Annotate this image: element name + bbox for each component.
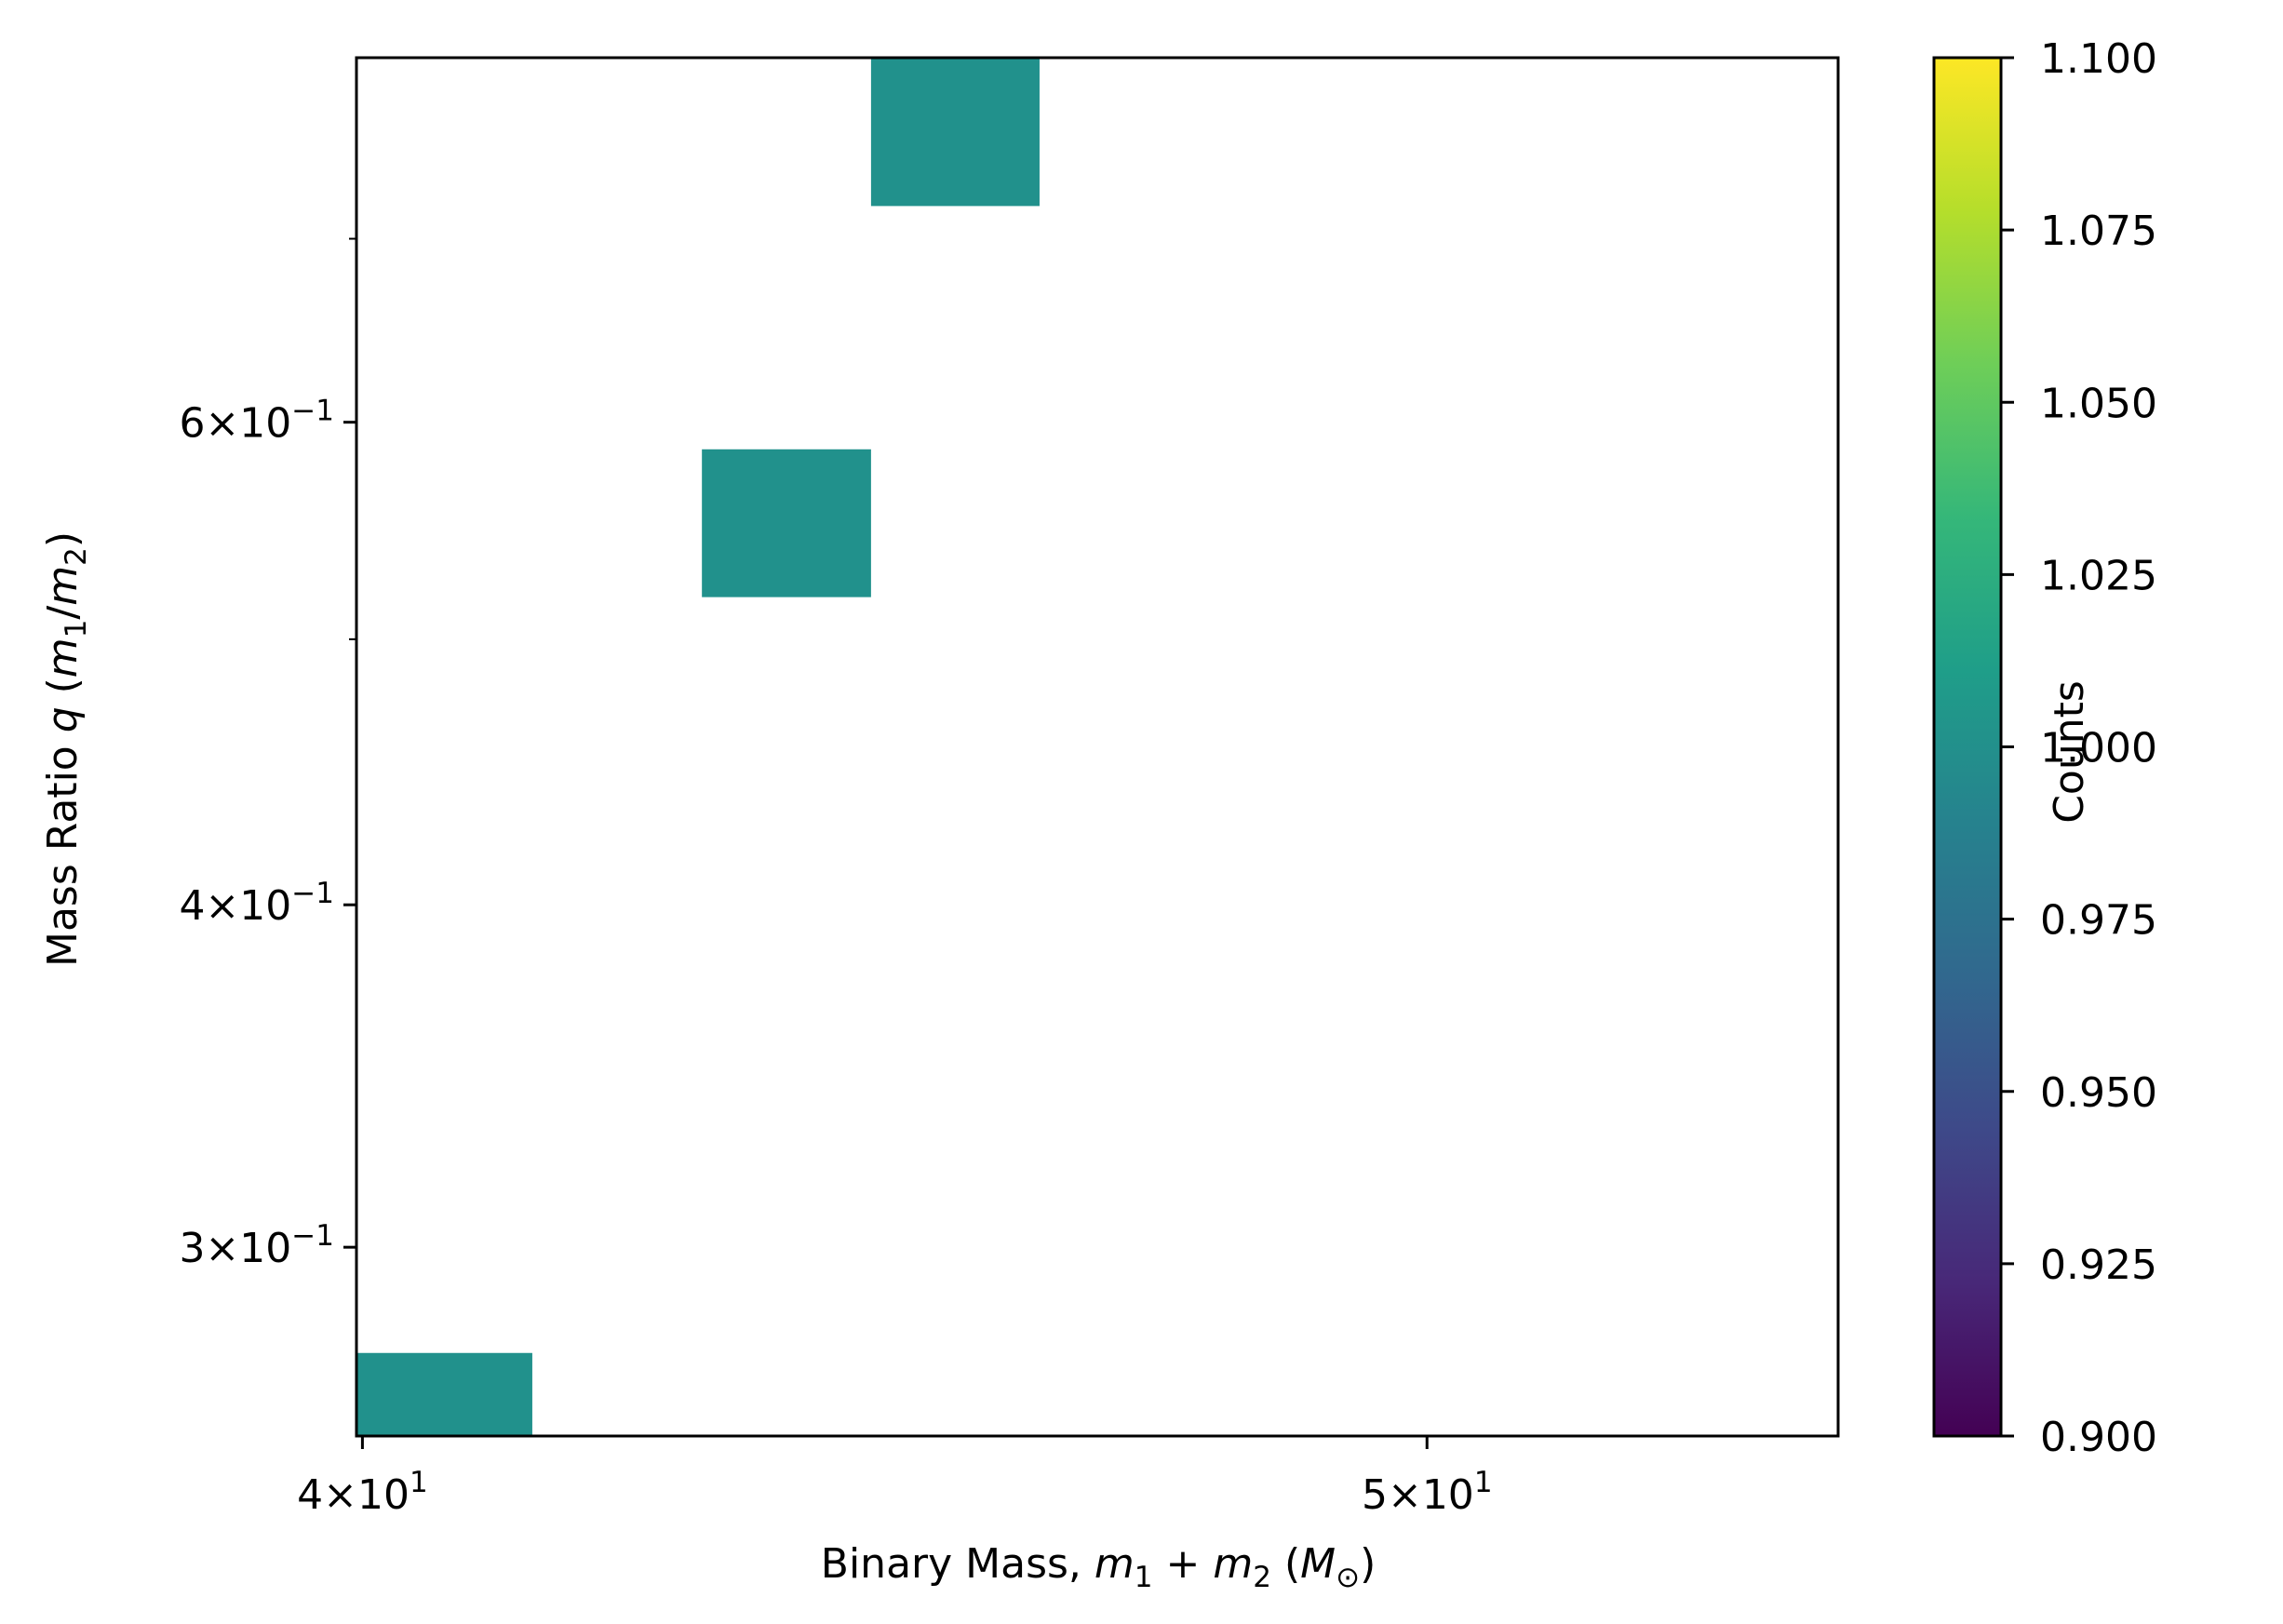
colorbar-tick-label-2: 0.925	[2040, 1241, 2157, 1289]
colorbar-tick-label-1: 0.900	[2040, 1414, 2157, 1461]
x-tick-label-1: 4×101	[297, 1466, 428, 1519]
colorbar-tick-label-3: 0.950	[2040, 1069, 2157, 1117]
colorbar-tick-label-4: 0.975	[2040, 897, 2157, 945]
colorbar-tick-label-9: 1.100	[2040, 35, 2157, 83]
y-tick-label-3: 3×10−1	[179, 1219, 334, 1272]
colorbar-ticks: 0.900 0.925 0.950 0.975 1.000 1.025 1.050 1.075…	[2001, 35, 2157, 1461]
svg-text:Mass Ratio q (m1​/m2​): Mass Ratio q (m1​/m2​)	[39, 531, 93, 967]
heatmap-cell-2	[702, 449, 871, 597]
colorbar-tick-label-8: 1.075	[2040, 208, 2157, 255]
colorbar-label: Counts	[2046, 680, 2093, 824]
svg-text:Binary Mass, m1​ + m2​ (M⊙​): Binary Mass, m1​ + m2​ (M⊙​)	[821, 1540, 1376, 1594]
heatmap-plot-area: 4×101 5×101 6×10−1 4×10−1 3×10−1	[179, 56, 1840, 1519]
colorbar-tick-label-7: 1.050	[2040, 380, 2157, 427]
colorbar-gradient	[1934, 58, 2001, 1436]
y-tick-label-1: 6×10−1	[179, 395, 334, 448]
heatmap-cell-1	[356, 1352, 532, 1436]
x-axis-ticks: 4×101 5×101	[297, 1436, 1493, 1519]
y-tick-label-2: 4×10−1	[179, 877, 334, 930]
x-tick-label-2: 5×101	[1362, 1466, 1493, 1519]
axes-frame	[355, 56, 1840, 1438]
x-axis-label: Binary Mass, m1​ + m2​ (M⊙​)	[821, 1540, 1376, 1594]
y-axis-ticks: 6×10−1 4×10−1 3×10−1	[179, 237, 356, 1272]
y-axis-label: Mass Ratio q (m1​/m2​)	[39, 531, 93, 967]
colorbar-tick-label-5: 1.000	[2040, 725, 2157, 772]
colorbar-tick-label-6: 1.025	[2040, 552, 2157, 599]
colorbar: 0.900 0.925 0.950 0.975 1.000 1.025 1.050 1.075…	[1932, 35, 2157, 1461]
heatmap-cells	[356, 58, 1040, 1436]
heatmap-cell-3	[870, 58, 1040, 207]
